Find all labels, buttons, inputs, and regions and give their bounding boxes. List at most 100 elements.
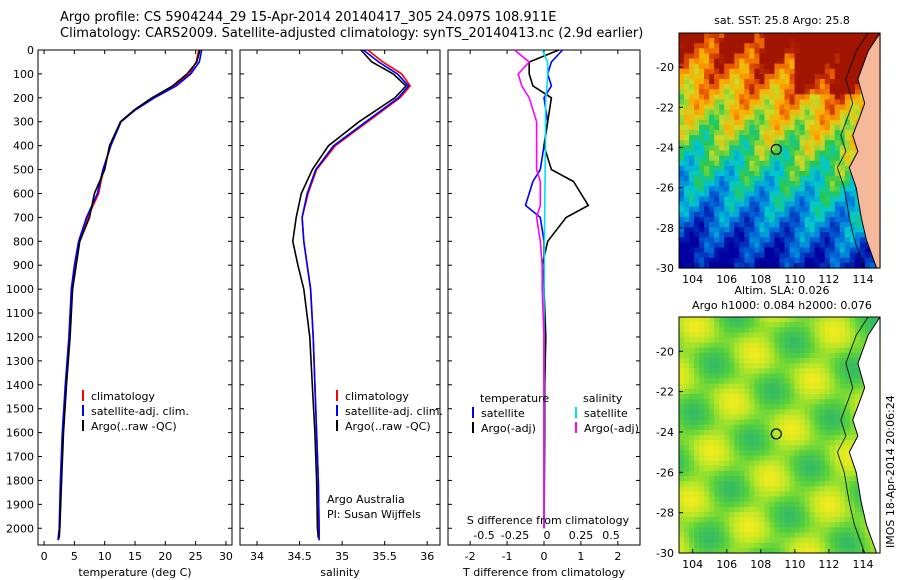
differences-line-salinity-argo-adj- [513,49,545,529]
diff-top-tick-label: -0.5 [473,529,494,542]
sst-map-ytick-label: -28 [656,222,674,235]
sst-map-ytick-label: -24 [656,141,674,154]
diff-legend-label: Argo(-adj) [584,422,639,435]
sla-map-ytick-label: -26 [656,466,674,479]
depth-tick-label: 1600 [6,427,34,440]
depth-tick-label: 1300 [6,355,34,368]
sla-map-title: Altim. SLA: 0.026 [734,284,829,297]
salinity-xtick-label: 34.5 [287,550,312,563]
depth-tick-label: 400 [13,140,34,153]
temperature-legend-label: climatology [91,390,155,403]
differences-xtick-label: 0 [541,550,548,563]
temperature-xtick-label: 5 [71,550,78,563]
sla-map-xtick-label: 114 [852,558,873,571]
sst-map-argo-position-marker [770,143,782,156]
diff-legend-header-salinity: salinity [583,392,623,405]
sla-map-xtick-label: 108 [750,558,771,571]
sla-map-shelf-contour [836,316,869,554]
differences-xtick-label: 2 [614,550,621,563]
temperature-plot-frame [37,49,233,546]
depth-tick-label: 1900 [6,498,34,511]
salinity-legend-label: climatology [345,390,409,403]
depth-tick-label: 1500 [6,403,34,416]
temperature-legend-label: Argo(..raw -QC) [91,420,177,433]
sla-map-coastline [848,316,881,554]
temperature-xtick-label: 20 [158,550,172,563]
depth-tick-label: 200 [13,92,34,105]
temperature-xtick-label: 15 [128,550,142,563]
depth-tick-label: 100 [13,68,34,81]
sla-map-field [679,317,881,554]
differences-xlabel: T difference from climatology [462,566,625,579]
sla-map-ytick-label: -20 [656,345,674,358]
sst-map-ytick-label: -20 [656,61,674,74]
figure-title-line2: Climatology: CARS2009. Satellite-adjuste… [60,26,644,41]
sla-map-ytick-label: -24 [656,426,674,439]
depth-tick-label: 0 [27,44,34,57]
temperature-xtick-label: 0 [41,550,48,563]
sst-map-xtick-label: 104 [682,273,703,286]
salinity-plot-frame [239,49,441,546]
diff-top-tick-label: 0.25 [569,529,594,542]
sla-map-frame [678,316,881,554]
diff-legend-label: satellite [481,407,525,420]
depth-tick-label: 600 [13,187,34,200]
temperature-line-argo-raw-qc- [58,49,201,538]
salinity-legend-label: satellite-adj. clim. [345,405,443,418]
depth-tick-label: 2000 [6,522,34,535]
differences-xtick-label: -1 [502,550,513,563]
temperature-legend-label: satellite-adj. clim. [91,405,189,418]
sst-map-shelf-contour [836,32,869,269]
salinity-xtick-label: 35 [335,550,349,563]
depth-tick-label: 500 [13,164,34,177]
sst-map-ytick-label: -26 [656,182,674,195]
sla-map-subtitle: Argo h1000: 0.084 h2000: 0.076 [692,299,872,312]
depth-tick-label: 900 [13,259,34,272]
diff-legend-header-temperature: temperature [480,392,549,405]
sst-map-ytick-label: -30 [656,262,674,275]
sla-map-ytick-label: -28 [656,507,674,520]
salinity-annotation: Argo Australia [327,493,405,506]
salinity-line-satellite-adj-clim- [301,49,410,541]
sst-map-land [849,33,880,268]
sla-map-land [849,317,880,553]
salinity-xtick-label: 34 [250,550,264,563]
sla-map-xtick-label: 110 [784,558,805,571]
temperature-xtick-label: 30 [219,550,233,563]
diff-top-tick-label: -0.25 [501,529,529,542]
sst-map-title: sat. SST: 25.8 Argo: 25.8 [714,14,850,27]
sla-map-xtick-label: 104 [682,558,703,571]
sst-map-xtick-label: 106 [716,273,737,286]
differences-xtick-label: 1 [577,550,584,563]
diff-legend-label: Argo(-adj) [481,422,536,435]
temperature-xtick-label: 10 [98,550,112,563]
diff-top-axis-label: S difference from climatology [467,514,630,527]
depth-tick-label: 1200 [6,331,34,344]
salinity-line-argo-raw-qc- [291,49,408,538]
sst-map-xtick-label: 114 [852,273,873,286]
sst-map-coastline [848,32,881,269]
sla-map-xtick-label: 112 [818,558,839,571]
sla-map-ytick-label: -22 [656,386,674,399]
depth-tick-label: 1800 [6,474,34,487]
depth-tick-label: 300 [13,116,34,129]
temperature-xlabel: temperature (deg C) [78,566,191,579]
sst-map-xtick-label: 108 [750,273,771,286]
depth-tick-label: 700 [13,211,34,224]
diff-top-tick-label: 0.5 [602,529,620,542]
sst-map-xtick-label: 110 [784,273,805,286]
sst-map-xtick-label: 112 [818,273,839,286]
sla-map-argo-position-marker [770,428,782,440]
sla-map-xtick-label: 106 [716,558,737,571]
depth-tick-label: 1700 [6,451,34,464]
temperature-xtick-label: 25 [189,550,203,563]
salinity-xtick-label: 36 [420,550,434,563]
salinity-xlabel: salinity [320,566,360,579]
figure-title-line1: Argo profile: CS 5904244_29 15-Apr-2014 … [60,10,557,25]
diff-legend-label: satellite [584,407,628,420]
salinity-legend-label: Argo(..raw -QC) [345,420,431,433]
sla-map-ytick-label: -30 [656,547,674,560]
sst-map-field [679,33,881,269]
salinity-annotation: PI: Susan Wijffels [327,508,421,521]
